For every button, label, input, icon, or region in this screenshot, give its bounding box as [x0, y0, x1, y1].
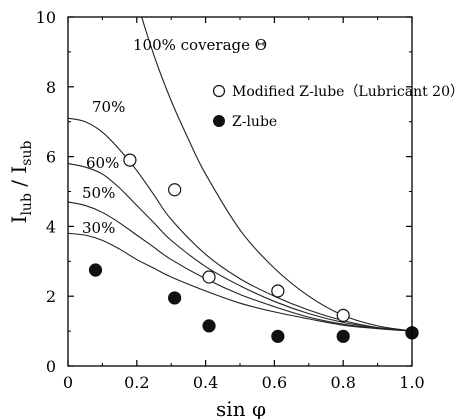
y-axis-label-sub2: sub: [19, 141, 35, 166]
curve-4: [68, 232, 412, 332]
modified-zlube-point-0: [123, 153, 137, 167]
plot-frame: [67, 16, 413, 367]
legend-open-circle-marker: [212, 84, 226, 98]
y-axis-label-sub1: lub: [19, 193, 35, 215]
markers-layer: [88, 153, 419, 343]
zlube-point-2: [202, 319, 216, 333]
y-axis-label-sep: / I: [7, 166, 31, 193]
zlube-point-3: [271, 329, 285, 343]
curve-1: [68, 117, 412, 332]
y-tick-label: 10: [36, 8, 56, 27]
x-tick-label: 0.8: [330, 373, 355, 392]
curve-label-60: 60%: [86, 154, 119, 172]
curves-layer: [68, 17, 412, 332]
modified-zlube-point-1: [168, 183, 182, 197]
legend-label-modified-zlube: Modified Z-lube（Lubricant 20）: [232, 84, 464, 100]
curve-label-50: 50%: [82, 184, 115, 202]
zlube-point-4: [336, 329, 350, 343]
x-axis-label: sin φ: [216, 397, 266, 419]
modified-zlube-point-2: [202, 270, 216, 284]
curve-label-100: 100% coverage Θ: [133, 36, 267, 54]
curve-label-70: 70%: [92, 98, 125, 116]
y-tick-label: 8: [46, 78, 56, 97]
legend-filled-circle-marker: [213, 115, 225, 127]
modified-zlube-point-3: [271, 284, 285, 298]
curve-0: [141, 17, 412, 332]
modified-zlube-point-4: [336, 308, 350, 322]
zlube-point-1: [168, 291, 182, 305]
y-tick-label: 0: [46, 357, 56, 376]
x-tick-label: 0.4: [193, 373, 218, 392]
y-tick-label: 2: [46, 287, 56, 306]
legend-label-zlube: Z-lube: [232, 114, 277, 130]
y-axis-label: Ilub / Isub: [7, 141, 35, 224]
curve-label-30: 30%: [82, 219, 115, 237]
curve-2: [68, 163, 412, 332]
y-tick-label: 4: [46, 217, 56, 236]
ticks-layer: 0 0.2 0.4 0.6 0.8 1.0 0 2 4 6 8 10: [36, 8, 425, 392]
x-tick-label: 0.6: [262, 373, 287, 392]
x-tick-label: 1.0: [399, 373, 424, 392]
zlube-point-0: [88, 263, 103, 277]
x-tick-label: 0.2: [124, 373, 149, 392]
y-axis-label-main: I: [7, 216, 31, 224]
legend: Modified Z-lube（Lubricant 20） Z-lube: [212, 84, 464, 130]
y-tick-label: 6: [46, 148, 56, 167]
x-tick-label: 0: [63, 373, 73, 392]
curve-3: [68, 201, 412, 332]
